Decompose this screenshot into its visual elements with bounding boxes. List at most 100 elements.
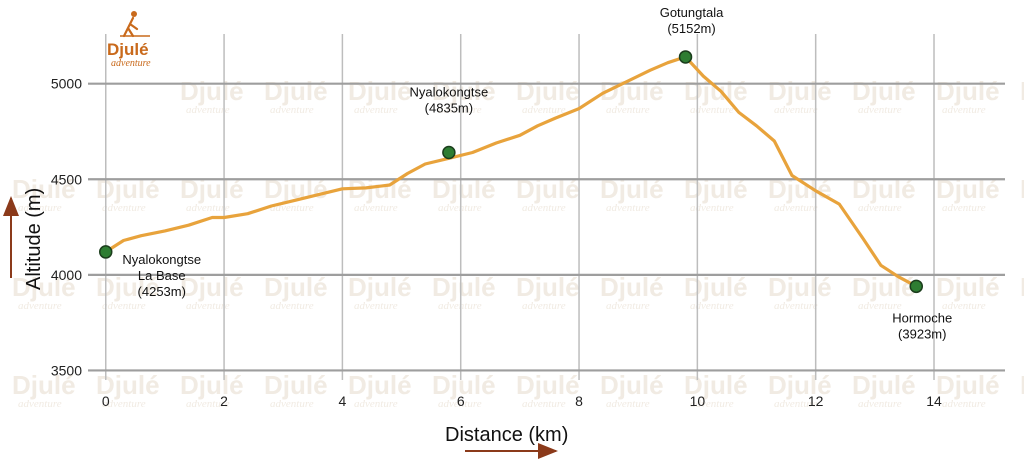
y-axis-title: Altitude (m) — [23, 188, 45, 290]
brand-name: Djulé — [107, 40, 149, 59]
watermark-brand-tagline: adventure — [186, 202, 230, 214]
watermark-brand-tagline: adventure — [522, 300, 566, 312]
waypoint-label-line: La Base — [138, 268, 186, 283]
watermark-brand-tagline: adventure — [438, 398, 482, 410]
watermark-brand-tagline: adventure — [438, 300, 482, 312]
watermark-brand-text: Djulé — [1020, 76, 1024, 106]
watermark-brand-text: Djulé — [1020, 174, 1024, 204]
series-layer — [104, 55, 918, 288]
watermark-brand-text: Djulé — [600, 370, 664, 400]
watermark-brand-text: Djulé — [936, 272, 1000, 302]
watermark-brand-tagline: adventure — [606, 202, 650, 214]
watermark-brand-text: Djulé — [684, 272, 748, 302]
waypoint-label-line: Hormoche — [892, 310, 952, 325]
watermark-brand-text: Djulé — [264, 370, 328, 400]
watermark-brand-tagline: adventure — [102, 300, 146, 312]
watermark-brand-tagline: adventure — [858, 398, 902, 410]
watermark-brand-text: Djulé — [684, 370, 748, 400]
watermark-brand-text: Djulé — [768, 272, 832, 302]
waypoint-label: Nyalokongtse La Base (4253m) — [122, 252, 201, 299]
watermark-brand-tagline: adventure — [354, 202, 398, 214]
watermark-brand-text: Djulé — [516, 76, 580, 106]
waypoint-label-line: Nyalokongtse — [122, 252, 201, 267]
watermark-brand-text: Djulé — [12, 272, 76, 302]
altitude-profile-line — [104, 55, 918, 288]
watermark-brand-tagline: adventure — [690, 398, 734, 410]
watermark-brand-text: Djulé — [432, 76, 496, 106]
waypoints-layer — [98, 50, 924, 294]
watermark-brand-text: Djulé — [264, 76, 328, 106]
watermark-brand-tagline: adventure — [774, 300, 818, 312]
watermark-brand-text: Djulé — [348, 76, 412, 106]
watermark-brand-tagline: adventure — [186, 300, 230, 312]
x-tick-label: 4 — [338, 393, 346, 409]
watermark-brand-text: Djulé — [12, 370, 76, 400]
x-tick-label: 0 — [102, 393, 110, 409]
watermark-brand-text: Djulé — [348, 370, 412, 400]
watermark-brand-tagline: adventure — [522, 202, 566, 214]
watermark-pattern: DjuléadventureDjuléadventureDjuléadventu… — [12, 76, 1024, 410]
watermark-brand-tagline: adventure — [270, 300, 314, 312]
y-tick-label: 3500 — [51, 362, 82, 378]
waypoint-labels: Nyalokongtse La Base (4253m)Nyalokongtse (4… — [122, 5, 952, 341]
watermark-brand-tagline: adventure — [186, 104, 230, 116]
watermark-brand-text: Djulé — [12, 174, 76, 204]
watermark-brand-text: Djulé — [600, 272, 664, 302]
watermark-brand-tagline: adventure — [606, 104, 650, 116]
watermark-brand-text: Djulé — [852, 272, 916, 302]
watermark-brand-text: Djulé — [936, 370, 1000, 400]
watermark-brand-tagline: adventure — [354, 300, 398, 312]
brand-logo: Djulé adventure — [107, 11, 151, 69]
waypoint-label: Gotungtala (5152m) — [660, 5, 724, 36]
watermark-brand-text: Djulé — [96, 272, 160, 302]
watermark-brand-tagline: adventure — [18, 300, 62, 312]
watermark-brand-tagline: adventure — [522, 104, 566, 116]
axis-ticks: 0 2 4 6 8 10 12 14 3500 4000 4500 5000 — [51, 76, 942, 409]
y-tick-label: 4500 — [51, 171, 82, 187]
watermark-brand-tagline: adventure — [942, 104, 986, 116]
watermark-brand-tagline: adventure — [438, 202, 482, 214]
waypoint-marker — [678, 50, 693, 64]
watermark-brand-text: Djulé — [516, 370, 580, 400]
watermark-brand-text: Djulé — [516, 272, 580, 302]
watermark-brand-text: Djulé — [936, 76, 1000, 106]
waypoint-marker — [98, 245, 113, 259]
watermark-brand-tagline: adventure — [690, 300, 734, 312]
watermark-brand-tagline: adventure — [438, 104, 482, 116]
watermark-brand-text: Djulé — [684, 76, 748, 106]
watermark-brand-tagline: adventure — [774, 202, 818, 214]
watermark-brand-text: Djulé — [432, 272, 496, 302]
x-tick-label: 2 — [220, 393, 228, 409]
watermark-brand-text: Djulé — [180, 272, 244, 302]
brand-tagline: adventure — [111, 58, 151, 69]
watermark-brand-tagline: adventure — [354, 398, 398, 410]
x-tick-label: 8 — [575, 393, 583, 409]
hiker-logo-icon — [120, 11, 150, 38]
x-tick-label: 14 — [926, 393, 942, 409]
watermark-brand-text: Djulé — [432, 370, 496, 400]
waypoint-label: Nyalokongtse (4835m) — [409, 85, 488, 116]
waypoint-label-line: Nyalokongtse — [409, 85, 488, 100]
watermark-brand-tagline: adventure — [270, 104, 314, 116]
waypoint-marker — [442, 145, 456, 160]
watermark-brand-text: Djulé — [768, 370, 832, 400]
chart-grid — [88, 34, 1005, 380]
watermark-brand-tagline: adventure — [942, 300, 986, 312]
waypoint-label-line: (3923m) — [898, 326, 946, 341]
watermark-brand-text: Djulé — [852, 370, 916, 400]
waypoint-label-line: (4253m) — [138, 284, 186, 299]
x-tick-label: 10 — [690, 393, 706, 409]
waypoint-label-line: (5152m) — [667, 21, 715, 36]
watermark-brand-tagline: adventure — [102, 398, 146, 410]
watermark-brand-tagline: adventure — [942, 202, 986, 214]
watermark-brand-tagline: adventure — [942, 398, 986, 410]
watermark-brand-text: Djulé — [180, 370, 244, 400]
watermark-brand-text: Djulé — [1020, 272, 1024, 302]
waypoint-label-line: Gotungtala — [660, 5, 724, 20]
watermark-brand-text: Djulé — [852, 76, 916, 106]
watermark-brand-tagline: adventure — [18, 202, 62, 214]
watermark-brand-tagline: adventure — [270, 398, 314, 410]
watermark-brand-text: Djulé — [1020, 370, 1024, 400]
watermark-brand-tagline: adventure — [690, 202, 734, 214]
watermark-brand-tagline: adventure — [522, 398, 566, 410]
